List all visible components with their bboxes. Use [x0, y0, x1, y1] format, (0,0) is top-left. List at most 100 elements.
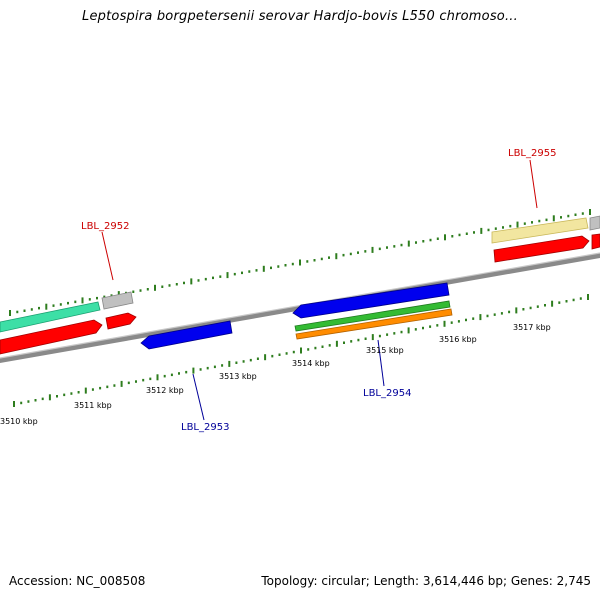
reverse-tick — [135, 380, 137, 383]
reverse-tick — [235, 361, 238, 364]
forward-tick — [335, 253, 338, 260]
forward-tick — [458, 233, 461, 237]
forward-tick — [277, 265, 280, 268]
forward-tick — [52, 304, 55, 307]
reverse-tick — [27, 400, 30, 403]
forward-tick — [560, 216, 562, 219]
forward-tick — [204, 277, 207, 281]
reverse-tick — [314, 346, 317, 350]
forward-tick — [422, 240, 425, 243]
reverse-tick — [192, 367, 195, 374]
forward-tick — [436, 237, 439, 240]
reverse-tick — [587, 294, 589, 300]
reverse-tick — [156, 374, 159, 381]
reverse-tick — [436, 324, 439, 327]
reverse-tick — [285, 352, 288, 355]
reverse-tick — [292, 350, 295, 354]
reverse-tick — [500, 312, 503, 315]
gene-label-lbl-2952: LBL_2952 — [81, 221, 129, 232]
reverse-tick — [113, 384, 116, 387]
forward-tick-row — [9, 209, 591, 316]
reverse-tick — [264, 354, 267, 361]
reverse-tick — [77, 391, 80, 394]
kbp-tick-label: 3515 kbp — [366, 346, 404, 355]
reverse-tick — [178, 372, 180, 375]
reverse-tick — [20, 401, 23, 405]
reverse-tick — [120, 380, 123, 387]
reverse-tick — [335, 340, 338, 347]
forward-tick — [110, 294, 113, 297]
reverse-tick — [242, 360, 245, 363]
reverse-tick — [443, 320, 446, 327]
reverse-tick — [271, 354, 274, 358]
gene-label-lbl-2953: LBL_2953 — [181, 422, 229, 433]
reverse-tick — [429, 325, 432, 328]
forward-tick — [270, 266, 272, 270]
reverse-tick — [479, 314, 482, 321]
kbp-tick-label: 3514 kbp — [292, 359, 330, 368]
forward-tick — [545, 218, 548, 222]
reverse-tick — [185, 370, 188, 374]
forward-tick — [349, 252, 352, 256]
green-feature — [294, 300, 451, 332]
forward-tick — [219, 275, 222, 278]
forward-tick — [168, 284, 171, 287]
reverse-tick — [300, 347, 302, 354]
forward-tick — [306, 260, 309, 263]
forward-tick — [473, 231, 475, 234]
reverse-tick — [378, 334, 381, 338]
reverse-tick — [343, 341, 345, 344]
forward-tick — [233, 272, 236, 276]
gene-label-lbl-2954: LBL_2954 — [363, 388, 411, 399]
reverse-tick — [34, 399, 37, 402]
reverse-tick — [213, 365, 216, 369]
forward-tick — [241, 271, 243, 275]
forward-tick — [465, 232, 468, 235]
cream-feature — [491, 217, 589, 244]
forward-tick — [581, 212, 584, 215]
reverse-tick — [249, 358, 252, 362]
forward-tick — [574, 213, 577, 216]
reverse-tick — [465, 318, 467, 322]
reverse-tick — [529, 306, 532, 310]
forward-tick — [386, 246, 388, 249]
reverse-tick — [371, 334, 374, 341]
leader-lbl-2954 — [377, 339, 385, 387]
forward-tick — [81, 297, 84, 304]
reverse-tick — [493, 313, 496, 316]
forward-tick — [139, 289, 142, 292]
forward-tick — [407, 240, 410, 247]
reverse-tick — [170, 373, 173, 377]
forward-tick — [74, 300, 77, 304]
forward-tick — [342, 253, 345, 257]
forward-tick — [248, 270, 251, 273]
reverse-tick — [278, 353, 281, 356]
forward-cds-right — [493, 235, 590, 263]
forward-tick — [154, 284, 156, 291]
forward-cds-edge — [591, 233, 600, 250]
forward-tick — [494, 227, 497, 230]
forward-tick — [415, 241, 417, 244]
kbp-tick-label: 3512 kbp — [146, 386, 184, 395]
forward-tick — [589, 209, 591, 215]
forward-tick — [357, 251, 359, 254]
forward-tick — [183, 281, 185, 285]
gene-label-lbl-2955: LBL_2955 — [508, 148, 556, 159]
reverse-tick — [350, 340, 353, 343]
forward-tick — [393, 245, 396, 248]
forward-tick — [132, 290, 135, 293]
reverse-tick — [536, 305, 539, 308]
reverse-tick — [472, 317, 475, 320]
map-title: Leptospira borgpetersenii serovar Hardjo… — [82, 9, 518, 24]
reverse-tick — [414, 328, 417, 331]
forward-tick — [429, 238, 432, 242]
forward-tick — [400, 243, 403, 247]
forward-tick — [255, 269, 258, 272]
reverse-tick-row — [13, 294, 589, 407]
reverse-tick — [99, 386, 102, 390]
forward-tick — [117, 291, 120, 298]
forward-tick — [480, 227, 483, 234]
reverse-tick — [515, 307, 518, 314]
forward-tick — [451, 235, 454, 238]
